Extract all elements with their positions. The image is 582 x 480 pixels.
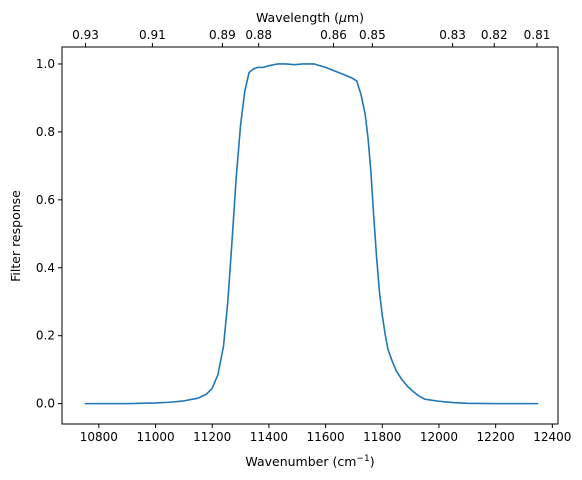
top-tick-label: 0.85 [359,28,386,42]
x-tick-label: 11600 [306,430,344,444]
top-tick-label: 0.86 [320,28,347,42]
x-tick-label: 11800 [363,430,401,444]
top-tick-label: 0.91 [139,28,166,42]
y-tick-label: 0.6 [36,193,55,207]
x-tick-label: 10800 [80,430,118,444]
top-axis-label: Wavelength (μm) [256,10,364,25]
top-tick-label: 0.83 [439,28,466,42]
x-tick-label: 11200 [193,430,231,444]
bottom-axis-ticks: 10800 11000 11200 11400 11600 11800 12000 12200… [80,424,571,444]
left-axis-ticks: 0.0 0.2 0.4 0.6 0.8 1.0 [36,57,62,411]
y-tick-label: 0.2 [36,329,55,343]
top-tick-label: 0.93 [72,28,99,42]
y-tick-label: 0.8 [36,125,55,139]
x-tick-label: 11400 [250,430,288,444]
y-tick-label: 0.0 [36,397,55,411]
x-tick-label: 11000 [136,430,174,444]
y-axis-label: Filter response [8,190,23,282]
top-tick-label: 0.89 [209,28,236,42]
filter-response-line [84,63,539,405]
x-tick-label: 12400 [533,430,571,444]
x-tick-label: 12200 [477,430,515,444]
y-tick-label: 0.4 [36,261,55,275]
x-axis-label: Wavenumber (cm−1) [245,454,374,469]
top-tick-label: 0.82 [481,28,508,42]
x-tick-label: 12000 [420,430,458,444]
plot-frame [61,46,559,425]
top-tick-label: 0.81 [524,28,551,42]
y-tick-label: 1.0 [36,57,55,71]
top-tick-label: 0.88 [245,28,272,42]
top-axis-ticks: 0.93 0.91 0.89 0.88 0.86 0.85 0.83 0.82 0.81 [72,28,550,47]
